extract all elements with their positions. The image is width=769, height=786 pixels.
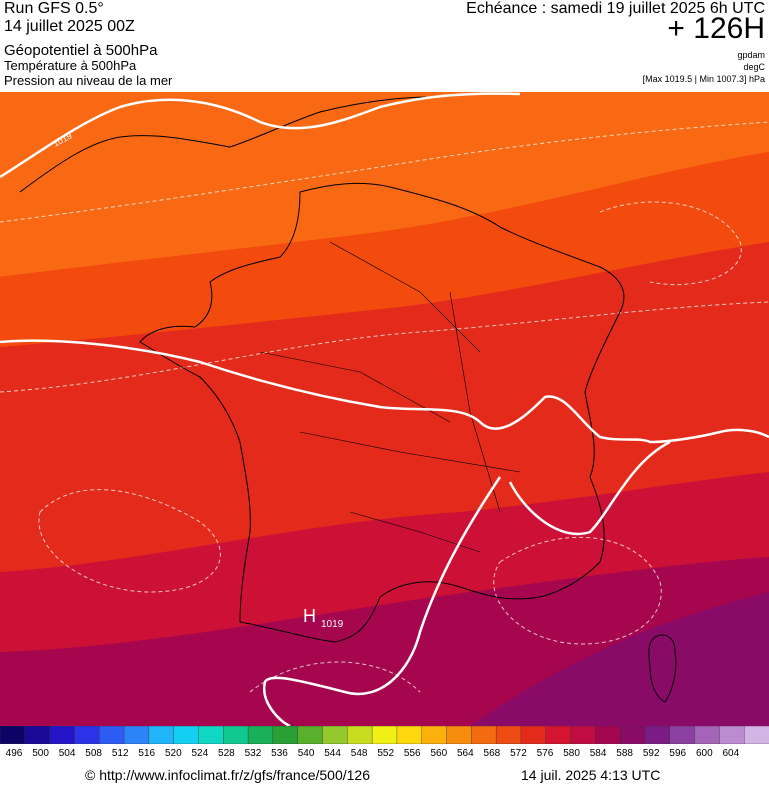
high-pressure-letter: H	[303, 606, 316, 626]
scale-label: 508	[85, 748, 102, 759]
scale-label: 584	[589, 748, 607, 759]
scale-swatch	[396, 726, 423, 744]
scale-swatch	[743, 726, 769, 744]
scale-swatch	[520, 726, 547, 744]
run-title: Run GFS 0.5°	[4, 0, 104, 17]
scale-swatch	[669, 726, 696, 744]
scale-label: 564	[457, 748, 474, 759]
scale-swatch	[223, 726, 249, 744]
color-scale-bar	[0, 726, 769, 744]
scale-label: 536	[271, 748, 288, 759]
generation-timestamp: 14 juil. 2025 4:13 UTC	[521, 767, 661, 783]
scale-swatch	[570, 726, 597, 744]
forecast-map: 1019 H 1019	[0, 92, 769, 726]
scale-label: 528	[218, 748, 235, 759]
france-outline	[139, 182, 625, 643]
scale-swatch	[0, 726, 26, 744]
scale-swatch	[322, 726, 348, 744]
scale-label: 576	[536, 748, 554, 759]
scale-label: 548	[350, 748, 368, 759]
scale-swatch	[644, 726, 671, 744]
scale-swatch	[99, 726, 125, 744]
forecast-validity: Echéance : samedi 19 juillet 2025 6h UTC	[466, 0, 765, 17]
scale-swatch	[24, 726, 51, 744]
scale-swatch	[371, 726, 398, 744]
scale-swatch	[619, 726, 646, 744]
field-band-north	[0, 152, 769, 347]
scale-swatch	[495, 726, 522, 744]
coastline-borders	[19, 96, 677, 703]
pressure-range: [Max 1019.5 | Min 1007.3] hPa	[642, 74, 765, 84]
scale-swatch	[272, 726, 299, 744]
scale-label: 544	[324, 748, 341, 759]
scale-label: 580	[563, 748, 580, 759]
unit-degc: degC	[743, 62, 765, 72]
isobar-1019-middle	[0, 339, 769, 444]
field-band-south-east	[470, 592, 769, 726]
scale-label: 556	[403, 748, 421, 759]
source-url[interactable]: © http://www.infoclimat.fr/z/gfs/france/…	[85, 767, 370, 783]
scale-label: 504	[58, 748, 76, 759]
scale-label: 588	[616, 748, 633, 759]
scale-label: 512	[111, 748, 129, 759]
high-pressure-value: 1019	[321, 619, 344, 630]
scale-label: 596	[669, 748, 687, 759]
color-scale-labels: 496 500 504 508 512 516 520 524 528 532 536 540 544 5…	[0, 748, 769, 762]
scale-label: 600	[695, 748, 713, 759]
scale-swatch	[595, 726, 621, 744]
scale-swatch	[198, 726, 224, 744]
scale-label: 500	[32, 748, 49, 759]
field-temperature: Température à 500hPa	[4, 58, 137, 73]
scale-swatch	[247, 726, 274, 744]
scale-label: 540	[297, 748, 315, 759]
isobars	[0, 92, 769, 726]
scale-label: 496	[5, 748, 23, 759]
isobar-1019-north	[0, 92, 521, 179]
scale-swatch	[123, 726, 150, 744]
scale-swatch	[49, 726, 76, 744]
scale-swatch	[446, 726, 473, 744]
scale-swatch	[148, 726, 175, 744]
lead-time: + 126H	[667, 12, 765, 45]
scale-label: 592	[642, 748, 660, 759]
isobar-1019-east	[508, 440, 671, 536]
field-band-far-north	[0, 92, 769, 277]
scale-swatch	[74, 726, 100, 744]
scale-swatch	[347, 726, 373, 744]
unit-gpdam: gpdam	[737, 50, 765, 60]
scale-swatch	[719, 726, 745, 744]
scale-label: 572	[510, 748, 527, 759]
scale-swatch	[471, 726, 497, 744]
field-pressure: Pression au niveau de la mer	[4, 73, 173, 88]
scale-label: 524	[191, 748, 209, 759]
scale-label: 560	[430, 748, 448, 759]
scale-label: 604	[722, 748, 740, 759]
scale-label: 568	[483, 748, 501, 759]
scale-swatch	[694, 726, 721, 744]
field-geopotential: Géopotentiel à 500hPa	[4, 42, 158, 59]
corsica-outline	[648, 634, 677, 703]
scale-swatch	[421, 726, 448, 744]
scale-swatch	[545, 726, 572, 744]
uk-coast	[19, 96, 431, 193]
scale-swatch	[297, 726, 324, 744]
run-date: 14 juillet 2025 00Z	[4, 18, 135, 35]
scale-swatch	[173, 726, 200, 744]
internal-borders	[259, 241, 521, 553]
scale-label: 532	[244, 748, 262, 759]
scale-label: 552	[377, 748, 395, 759]
scale-label: 516	[138, 748, 156, 759]
isobar-1019-south	[262, 476, 502, 726]
scale-label: 520	[164, 748, 182, 759]
